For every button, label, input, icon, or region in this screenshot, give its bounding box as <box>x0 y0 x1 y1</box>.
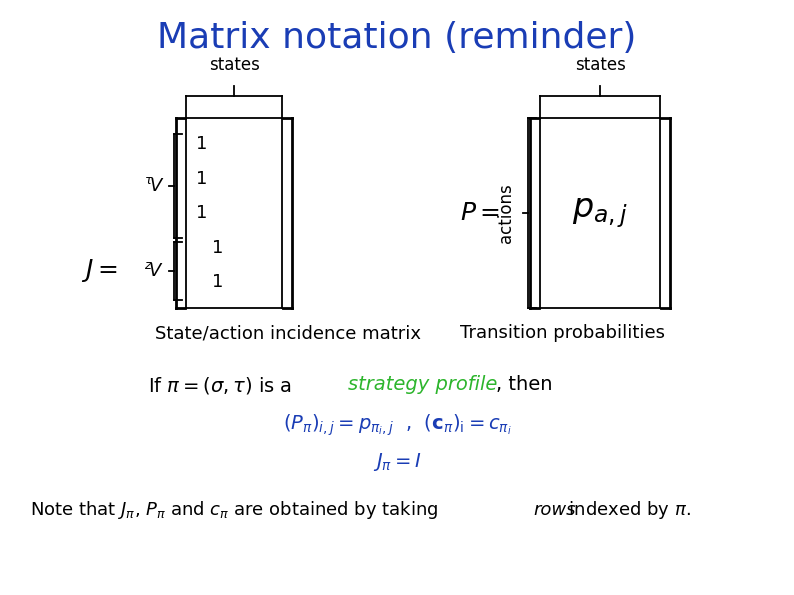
Text: $J_\pi = I$: $J_\pi = I$ <box>372 451 422 473</box>
Text: actions: actions <box>497 183 515 243</box>
Text: $^\tau\!V$: $^\tau\!V$ <box>144 177 164 195</box>
Text: $(P_\pi)_{i,j} = p_{\pi_i,j}$  ,  $(\mathbf{c}_\pi)_\mathrm{i} = c_{\pi_i}$: $(P_\pi)_{i,j} = p_{\pi_i,j}$ , $(\mathb… <box>283 412 511 438</box>
Text: indexed by $\pi$.: indexed by $\pi$. <box>563 499 691 521</box>
Text: $P=$: $P=$ <box>460 201 500 225</box>
Text: $J=$: $J=$ <box>81 257 118 284</box>
Text: 1: 1 <box>196 170 207 187</box>
Text: 1: 1 <box>212 273 223 291</box>
Text: Matrix notation (reminder): Matrix notation (reminder) <box>157 21 637 55</box>
Text: , then: , then <box>496 375 553 394</box>
Text: states: states <box>209 56 260 74</box>
Text: rows: rows <box>533 501 576 519</box>
Text: 1: 1 <box>196 204 207 222</box>
Text: strategy profile: strategy profile <box>348 375 497 394</box>
Text: Note that $J_\pi$, $P_\pi$ and $c_\pi$ are obtained by taking: Note that $J_\pi$, $P_\pi$ and $c_\pi$ a… <box>30 499 440 521</box>
Text: 1: 1 <box>196 135 207 153</box>
Text: State/action incidence matrix: State/action incidence matrix <box>155 324 421 342</box>
Text: Transition probabilities: Transition probabilities <box>460 324 665 342</box>
Text: 1: 1 <box>212 239 223 256</box>
Text: states: states <box>575 56 626 74</box>
Text: $p_{a,j}$: $p_{a,j}$ <box>572 196 628 230</box>
Text: $^z\!V$: $^z\!V$ <box>145 262 164 280</box>
Text: If $\pi = (\sigma,\tau)$ is a: If $\pi = (\sigma,\tau)$ is a <box>148 374 294 396</box>
